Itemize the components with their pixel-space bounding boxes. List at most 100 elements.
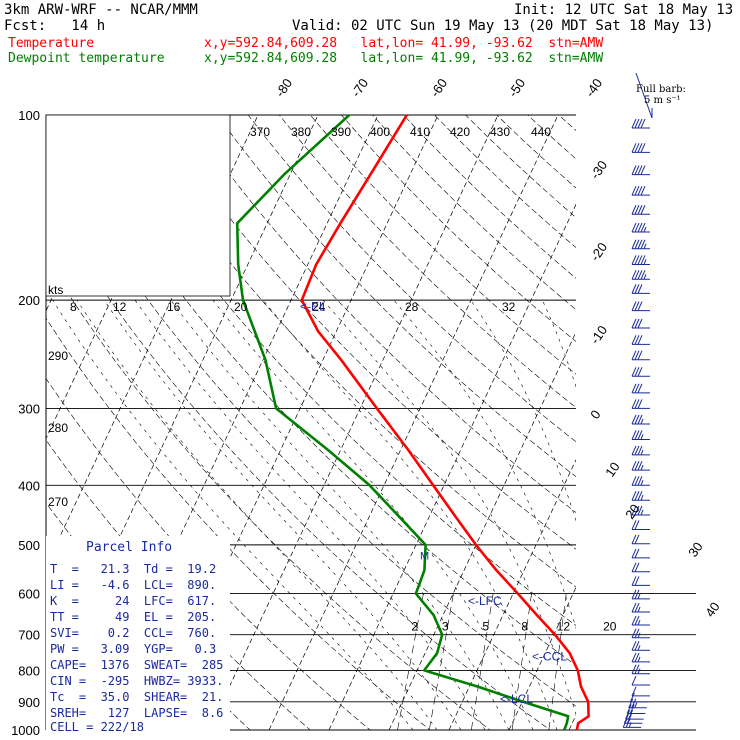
wind-barb [625,709,644,720]
mixing-ratio-line [597,594,611,730]
wind-barb-flag [637,399,643,409]
wind-barb-flag [634,562,640,572]
wind-barb [631,562,650,573]
parcel-info-panel: Parcel Info T = 21.3 Td = 19.2 LI = -4.6… [46,536,230,734]
wind-barb [631,301,650,312]
isotherm-label: -50 [505,76,528,100]
wind-barb-flag [631,383,637,394]
parcel-row: CELL = 222/18 [50,720,144,734]
wind-barb [631,476,650,486]
isotherm-line [448,458,576,730]
wind-barb-flag [637,430,643,440]
wind-barb [631,534,650,545]
wind-barb-flag [640,239,646,249]
wind-barb [631,460,650,471]
dry-adiabat-line [46,317,431,730]
wind-barb [622,718,642,728]
wind-barb-flag [631,301,637,311]
wind-barb [631,255,650,265]
parcel-row: PW = 3.09 YGP= 0.3 [50,642,217,656]
wind-barb [631,602,650,613]
isotherm-line [208,115,499,730]
wind-barb-half-flag [637,656,641,663]
wind-barb-flag [634,270,640,280]
wind-barb [631,430,650,440]
isotherm-line [689,115,740,730]
wind-barb-flag [631,118,637,129]
wind-barb-flag [637,239,643,249]
theta-label: 380 [291,125,311,139]
wind-barb-flag [631,165,637,175]
theta-label: 390 [331,125,351,139]
mixing-ratio-label: 8 [521,620,528,634]
wind-barb-flag [637,222,643,233]
wind-barb-half-flag [637,593,641,600]
wind-barb-flag [631,675,637,686]
wind-barb [631,490,650,501]
wind-barb-flag [634,615,640,626]
dry-adiabat-line [61,115,576,666]
isotherm-line [46,115,199,440]
wind-barb [623,714,643,724]
parcel-marker-label: <-LCL [500,692,533,706]
wind-barb-half-flag [640,418,644,425]
isotherm-label: -70 [348,76,371,100]
pressure-tick-label: 600 [18,587,40,602]
wind-barb-flag [634,414,640,425]
wind-barb-flag [634,628,640,638]
parcel-row: CIN = -295 HWBZ= 3933. [50,674,224,688]
wind-barb-flag [631,185,637,196]
wind-barb [631,367,650,377]
wind-barb-flag [637,460,643,471]
wind-barb-flag [634,548,640,559]
wind-barb [631,548,650,559]
barb-key-title: Full barb: [636,84,686,95]
speed-scale-label: 12 [113,300,127,314]
wind-barb-flag [640,143,646,153]
isotherm-label: -10 [587,323,610,347]
theta-label: 440 [531,125,551,139]
mixing-ratio-line [511,593,532,730]
wind-barb-flag [640,118,646,129]
wind-barb-half-flag [637,632,641,638]
dry-adiabat-line [216,115,576,478]
wind-barb-flag [634,222,640,233]
parcel-row: LI = -4.6 LCL= 890. [50,578,217,592]
forecast-hour: Fcst: 14 h [4,18,106,34]
wind-barb-flag [634,664,640,674]
dry-adiabat-line [341,115,576,342]
parcel-row: T = 21.3 Td = 19.2 [50,562,217,576]
isotherm-line [268,115,559,730]
parcel-row: K = 24 LFC= 617. [50,594,217,608]
wind-barb-flag [631,255,637,265]
moist-adiabat-line [212,299,534,730]
wind-barb [631,143,650,153]
dry-adiabat-label: 280 [48,421,68,435]
wind-barb-flag [634,165,640,175]
wind-barb-flag [637,165,643,175]
pressure-tick-label: 200 [18,293,40,308]
mixing-ratio-label: 12 [557,620,571,634]
speed-scale-label: 20 [234,300,248,314]
wind-barb [631,383,650,394]
wind-barb-flag [631,367,637,377]
pressure-tick-label: 900 [18,695,40,710]
wind-barb-flag [634,652,640,663]
wind-barb-flag [634,520,640,530]
isotherm-label: -60 [427,76,450,100]
wind-barb-flag [637,255,643,265]
wind-barb [631,284,650,294]
mixing-ratio-line [471,593,494,730]
pressure-tick-label: 700 [18,628,40,643]
wind-barb [629,692,649,703]
wind-barb [631,675,650,686]
isotherm-label: 20 [622,501,643,521]
valid-time: Valid: 02 UTC Sun 19 May 13 (20 MDT Sat … [292,18,714,34]
wind-barb [631,615,650,626]
wind-barb-flag [640,165,646,175]
wind-barb [631,185,650,196]
parcel-info-title: Parcel Info [86,540,173,555]
wind-barb-flag [631,430,637,440]
wind-barb-flag [631,664,637,674]
